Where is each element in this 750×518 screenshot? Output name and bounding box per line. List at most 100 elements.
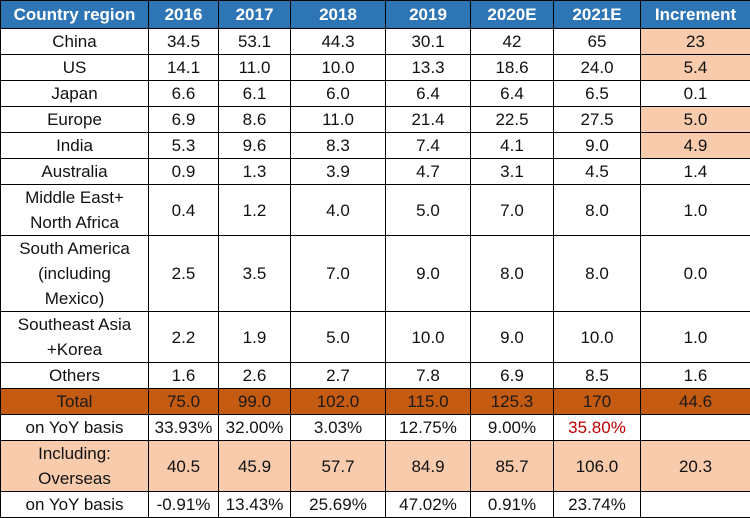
- cell: 2.2: [149, 312, 219, 363]
- cell: 5.3: [149, 133, 219, 159]
- cell: 6.1: [219, 81, 291, 107]
- cell: 2.5: [149, 236, 219, 312]
- row-label: Australia: [1, 159, 149, 185]
- cell: 84.9: [386, 441, 471, 492]
- row-label: Others: [1, 363, 149, 389]
- header-cell: 2019: [386, 1, 471, 29]
- cell: 75.0: [149, 389, 219, 415]
- cell: 24.0: [554, 55, 641, 81]
- header-cell: Increment: [641, 1, 750, 29]
- cell: 8.0: [554, 185, 641, 236]
- cell: 3.5: [219, 236, 291, 312]
- cell: 1.6: [641, 363, 750, 389]
- cell: 13.3: [386, 55, 471, 81]
- cell: 9.6: [219, 133, 291, 159]
- cell: 106.0: [554, 441, 641, 492]
- header-cell: 2018: [291, 1, 386, 29]
- row-label: Total: [1, 389, 149, 415]
- header-cell: 2021E: [554, 1, 641, 29]
- cell: 10.0: [386, 312, 471, 363]
- row-label: US: [1, 55, 149, 81]
- cell: 53.1: [219, 29, 291, 55]
- cell: 65: [554, 29, 641, 55]
- row-label: Southeast Asia +Korea: [1, 312, 149, 363]
- cell: 1.6: [149, 363, 219, 389]
- cell: 5.0: [291, 312, 386, 363]
- cell: 85.7: [471, 441, 554, 492]
- cell: 170: [554, 389, 641, 415]
- cell: 10.0: [291, 55, 386, 81]
- cell: 35.80%: [554, 415, 641, 441]
- cell: 4.0: [291, 185, 386, 236]
- row-label: Europe: [1, 107, 149, 133]
- cell: 9.00%: [471, 415, 554, 441]
- cell: 9.0: [554, 133, 641, 159]
- cell: 6.4: [386, 81, 471, 107]
- header-cell: 2020E: [471, 1, 554, 29]
- cell: 1.2: [219, 185, 291, 236]
- cell: 8.0: [554, 236, 641, 312]
- row-label: on YoY basis: [1, 415, 149, 441]
- cell: 11.0: [291, 107, 386, 133]
- cell: 102.0: [291, 389, 386, 415]
- cell: 7.4: [386, 133, 471, 159]
- cell: 1.0: [641, 185, 750, 236]
- empty-cell: [641, 415, 750, 441]
- cell: 99.0: [219, 389, 291, 415]
- cell: 5.0: [386, 185, 471, 236]
- cell: 44.3: [291, 29, 386, 55]
- cell: 8.5: [554, 363, 641, 389]
- cell: 0.4: [149, 185, 219, 236]
- cell: 7.0: [291, 236, 386, 312]
- cell: 9.0: [471, 312, 554, 363]
- cell: 4.9: [641, 133, 750, 159]
- cell: 18.6: [471, 55, 554, 81]
- cell: 3.1: [471, 159, 554, 185]
- cell: 23: [641, 29, 750, 55]
- cell: 0.9: [149, 159, 219, 185]
- cell: 115.0: [386, 389, 471, 415]
- cell: 27.5: [554, 107, 641, 133]
- row-label: China: [1, 29, 149, 55]
- cell: 8.0: [471, 236, 554, 312]
- cell: 21.4: [386, 107, 471, 133]
- cell: 40.5: [149, 441, 219, 492]
- cell: 3.03%: [291, 415, 386, 441]
- cell: 8.6: [219, 107, 291, 133]
- cell: 12.75%: [386, 415, 471, 441]
- row-label: South America (including Mexico): [1, 236, 149, 312]
- cell: 6.5: [554, 81, 641, 107]
- cell: 30.1: [386, 29, 471, 55]
- cell: 11.0: [219, 55, 291, 81]
- cell: 5.0: [641, 107, 750, 133]
- cell: 1.4: [641, 159, 750, 185]
- cell: 1.9: [219, 312, 291, 363]
- cell: 125.3: [471, 389, 554, 415]
- cell: 4.7: [386, 159, 471, 185]
- cell: 6.6: [149, 81, 219, 107]
- header-cell: Country region: [1, 1, 149, 29]
- cell: 0.1: [641, 81, 750, 107]
- row-label: Including: Overseas: [1, 441, 149, 492]
- cell: 1.0: [641, 312, 750, 363]
- cell: 6.4: [471, 81, 554, 107]
- cell: 1.3: [219, 159, 291, 185]
- cell: 6.0: [291, 81, 386, 107]
- cell: 4.1: [471, 133, 554, 159]
- cell: 45.9: [219, 441, 291, 492]
